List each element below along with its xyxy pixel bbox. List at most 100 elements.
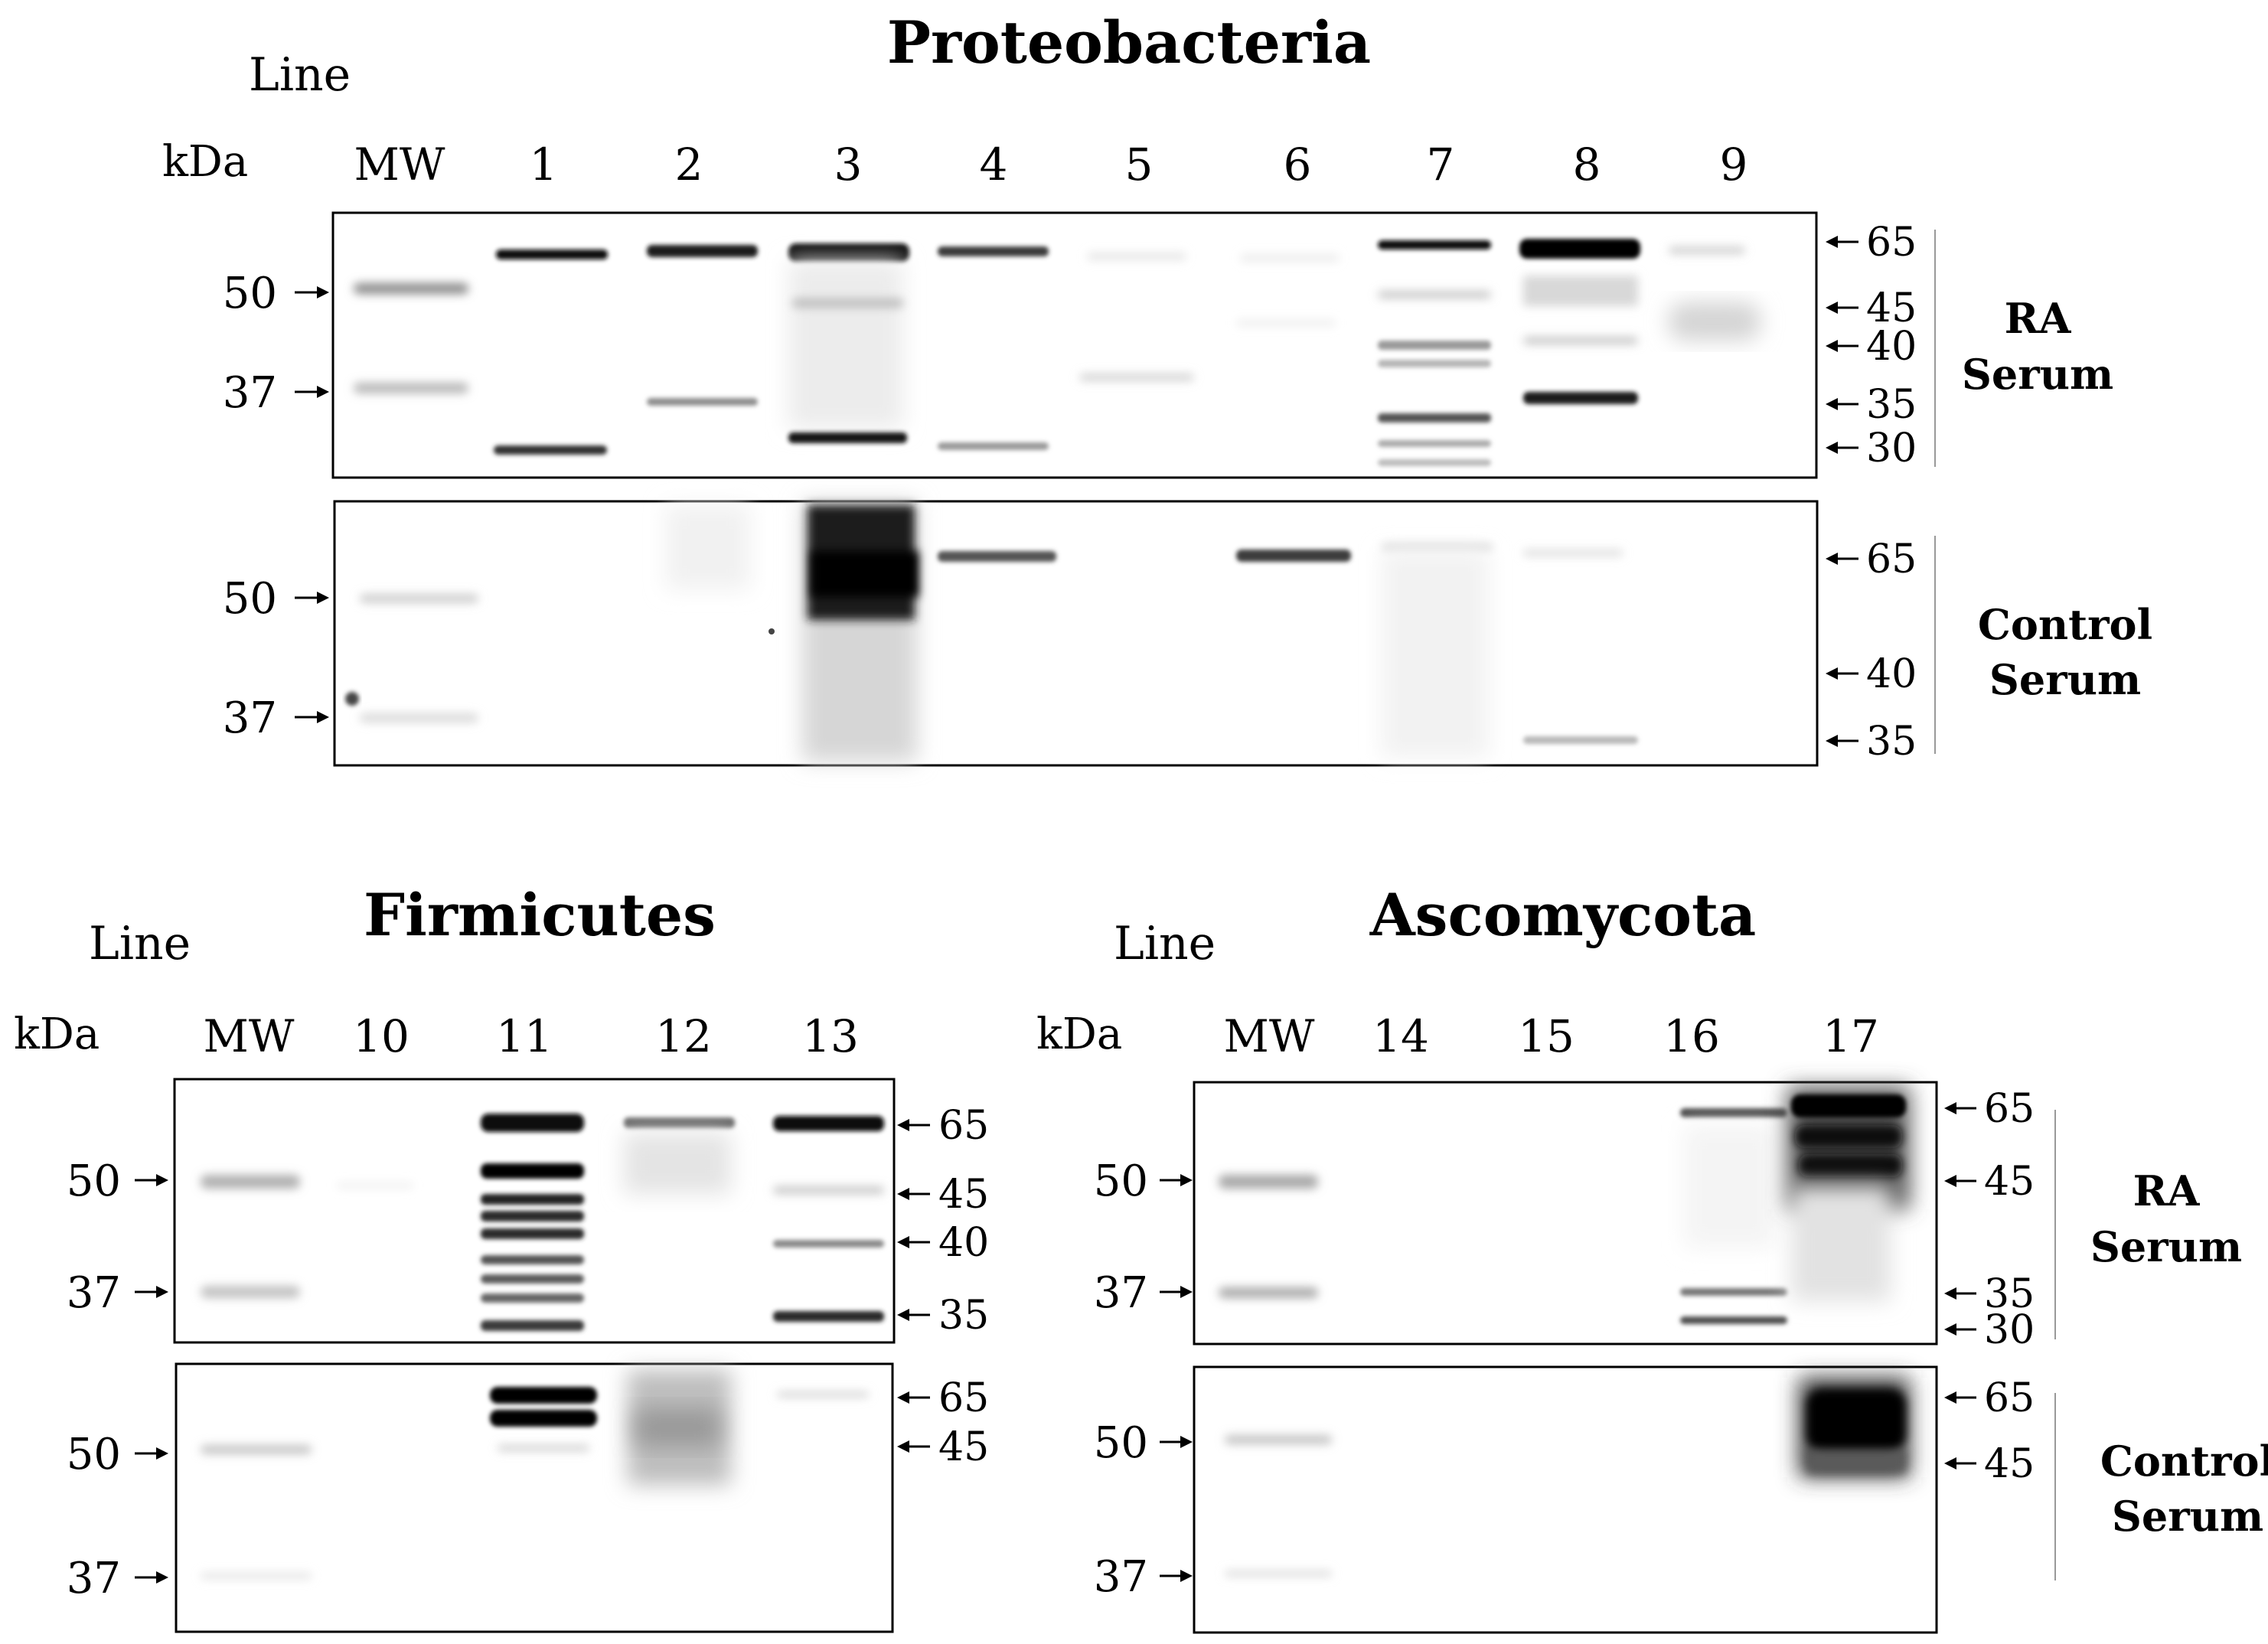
marker-label: 37: [67, 1268, 121, 1318]
arrow-left-icon: [1826, 236, 1858, 248]
marker-label: 37: [223, 368, 277, 418]
marker-label: 45: [938, 1424, 989, 1470]
arrow-left-icon: [1826, 442, 1858, 454]
marker-label: 30: [1866, 426, 1917, 471]
arrow-right-icon: [135, 1174, 168, 1186]
lane-label: 3: [834, 139, 863, 191]
arrow-right-icon: [1160, 1436, 1193, 1448]
right-markers: 65 45: [1944, 1375, 2035, 1487]
lane-label: 17: [1823, 1010, 1879, 1062]
svg-text:RA: RA: [2133, 1166, 2201, 1215]
arrow-right-icon: [295, 286, 329, 298]
panel-ascomycota: Ascomycota Line kDa MW 14 15 16 17: [1036, 881, 2268, 1634]
svg-text:Serum: Serum: [1989, 655, 2141, 704]
panel-proteobacteria: Proteobacteria Line kDa MW 1 2 3 4 5 6 7…: [162, 8, 2152, 767]
svg-text:Control: Control: [2100, 1437, 2268, 1486]
blot-frame: [175, 1362, 894, 1633]
serum-label: RA Serum: [1962, 294, 2113, 399]
marker-label: 65: [1866, 537, 1917, 582]
svg-text:Serum: Serum: [2090, 1222, 2242, 1271]
arrow-right-icon: [1160, 1570, 1193, 1582]
marker-label: 30: [1984, 1307, 2035, 1353]
marker-label: 45: [938, 1172, 989, 1218]
blot-bands: [201, 1114, 884, 1331]
arrow-left-icon: [1826, 398, 1858, 410]
lane-label: 8: [1573, 139, 1601, 191]
arrow-left-icon: [897, 1188, 930, 1200]
line-label: Line: [89, 917, 191, 970]
marker-label: 35: [1866, 382, 1917, 428]
lane-label: 5: [1125, 139, 1154, 191]
marker-label: 37: [67, 1554, 121, 1603]
marker-label: 50: [223, 574, 277, 624]
right-markers: 65 40 35: [1826, 537, 1917, 765]
marker-label: 35: [938, 1293, 989, 1339]
lane-label: 1: [530, 139, 558, 191]
lane-labels: MW 1 2 3 4 5 6 7 8 9: [354, 139, 1748, 191]
marker-label: 50: [67, 1430, 121, 1479]
arrow-right-icon: [1160, 1174, 1193, 1186]
blot-frame: [333, 500, 1819, 767]
marker-label: 65: [1984, 1375, 2035, 1421]
right-markers: 65 45 40 35 30: [1826, 220, 1917, 471]
arrow-left-icon: [1826, 667, 1858, 680]
arrow-left-icon: [1944, 1391, 1976, 1404]
arrow-left-icon: [897, 1440, 930, 1453]
marker-label: 35: [1866, 719, 1917, 765]
blot-bands: [1219, 1087, 1910, 1324]
svg-text:Serum: Serum: [1962, 350, 2113, 399]
marker-label: 50: [223, 269, 277, 318]
arrow-right-icon: [135, 1447, 168, 1460]
lane-labels: MW 14 15 16 17: [1223, 1010, 1878, 1062]
marker-label: 40: [938, 1220, 989, 1266]
lane-label-mw: MW: [203, 1010, 294, 1062]
arrow-left-icon: [1944, 1323, 1976, 1336]
arrow-left-icon: [897, 1391, 930, 1404]
lane-label: 13: [802, 1010, 859, 1062]
marker-label: 50: [67, 1156, 121, 1206]
lane-label: 12: [655, 1010, 712, 1062]
blot-ra-serum: 50 37 65 45 40 35 30 RA Serum: [223, 211, 2113, 479]
blot-bands: [1225, 1378, 1910, 1577]
right-markers: 65 45: [897, 1375, 989, 1470]
blot-control-serum: 50 37 65 45 Control Serum: [1094, 1365, 2268, 1634]
svg-text:Serum: Serum: [2112, 1492, 2263, 1541]
blot-bands: [201, 1370, 869, 1579]
marker-label: 40: [1866, 324, 1917, 370]
lane-label: 9: [1720, 139, 1748, 191]
panel-title: Ascomycota: [1369, 881, 1757, 949]
left-markers: 50 37: [1094, 1156, 1193, 1318]
marker-label: 65: [938, 1103, 989, 1149]
marker-label: 50: [1094, 1156, 1148, 1206]
right-markers: 65 45 40 35: [897, 1103, 989, 1339]
left-markers: 50 37: [67, 1430, 168, 1603]
arrow-left-icon: [897, 1119, 930, 1131]
blot-ra-serum: 50 37 65 45 35 30 RA Serum: [1094, 1081, 2242, 1353]
left-markers: 50 37: [1094, 1418, 1193, 1602]
blot-bands: [354, 239, 1761, 466]
lane-label: 6: [1284, 139, 1312, 191]
arrow-right-icon: [295, 386, 329, 398]
marker-label: 65: [938, 1375, 989, 1421]
arrow-left-icon: [1944, 1175, 1976, 1187]
line-label: Line: [249, 48, 351, 102]
lane-label: 2: [675, 139, 703, 191]
svg-text:RA: RA: [2005, 294, 2072, 343]
line-label: Line: [1114, 917, 1216, 970]
marker-label: 45: [1984, 1441, 2035, 1487]
marker-label: 45: [1866, 285, 1917, 331]
marker-label: 45: [1984, 1159, 2035, 1205]
lane-label-mw: MW: [354, 139, 445, 191]
marker-label: 37: [223, 693, 277, 743]
arrow-left-icon: [1944, 1457, 1976, 1469]
lane-label-mw: MW: [1223, 1010, 1314, 1062]
panel-title: Proteobacteria: [887, 8, 1371, 77]
panel-title: Firmicutes: [364, 881, 716, 949]
arrow-right-icon: [295, 592, 329, 604]
lane-label: 11: [496, 1010, 553, 1062]
arrow-left-icon: [1944, 1102, 1976, 1114]
lane-labels: MW 10 11 12 13: [203, 1010, 858, 1062]
serum-label: Control Serum: [2100, 1437, 2268, 1541]
lane-label: 7: [1427, 139, 1455, 191]
